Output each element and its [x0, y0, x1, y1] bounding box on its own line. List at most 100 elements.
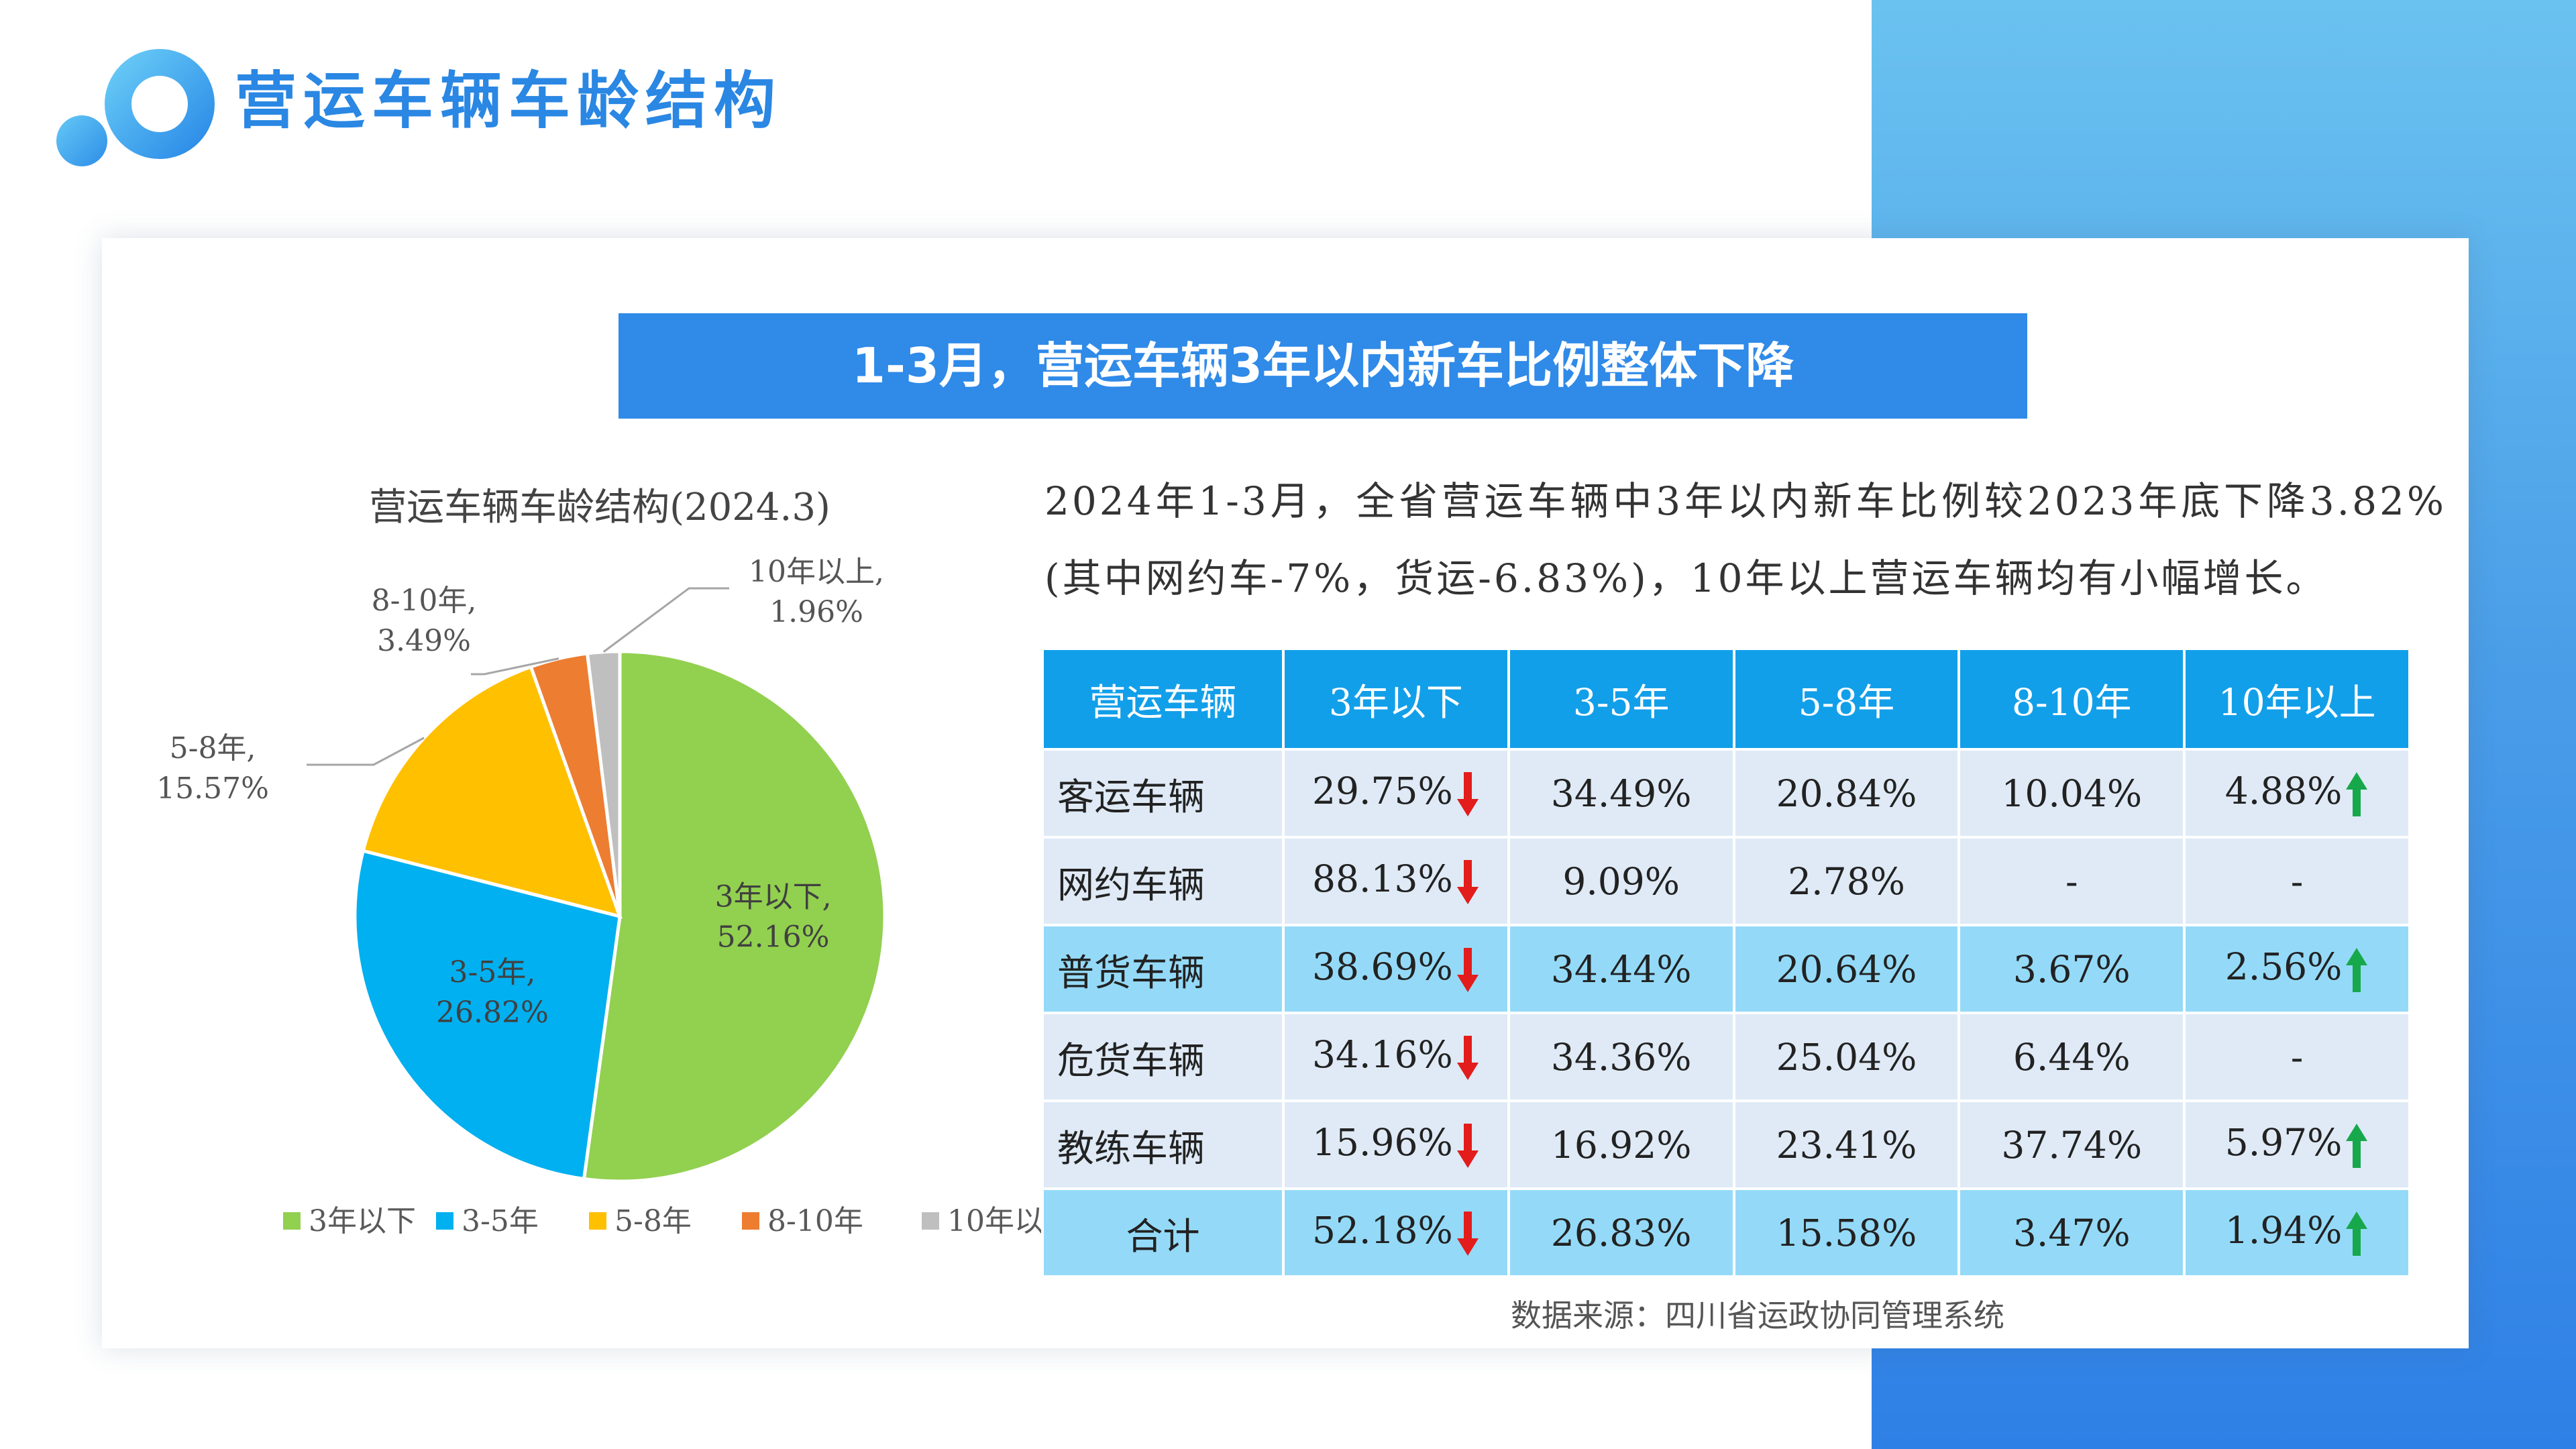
cell-value: 1.94% [2224, 1208, 2343, 1252]
cell-value: 6.44% [2012, 1035, 2131, 1079]
cell-value: 16.92% [1550, 1123, 1692, 1167]
cell-value: 52.18% [1312, 1208, 1453, 1252]
legend-swatch [742, 1212, 759, 1230]
slice-label: 8-10年, [372, 584, 477, 618]
chart-title: 营运车辆车龄结构(2024.3) [369, 486, 830, 529]
table-cell: 15.96% [1282, 1099, 1510, 1190]
table-cell: 1.94% [2183, 1187, 2411, 1278]
table-cell: 34.36% [1507, 1012, 1735, 1102]
pie-chart: 营运车辆车龄结构(2024.3) 3年以下, 52.16% 3-5年, 26.82% 5-… [156, 486, 1041, 1238]
arrow-down-icon [1456, 1035, 1479, 1080]
leader-line [602, 587, 729, 653]
page-title: 营运车辆车龄结构 [235, 65, 783, 137]
table-cell: 5.97% [2183, 1099, 2411, 1190]
column-header: 8-10年 [1957, 647, 2186, 751]
cell-value: 2.78% [1788, 859, 1905, 903]
cell-value: 34.16% [1312, 1032, 1453, 1076]
column-header: 3-5年 [1507, 647, 1735, 751]
row-label: 危货车辆 [1041, 1012, 1285, 1102]
cell-value: 3.47% [2012, 1211, 2131, 1254]
table-cell: 26.83% [1507, 1187, 1735, 1278]
legend-swatch [436, 1212, 453, 1230]
pie-slice [361, 664, 623, 919]
table-cell: 25.04% [1732, 1012, 1961, 1102]
table-cell: 10.04% [1957, 748, 2186, 839]
table-cell: - [2183, 836, 2411, 926]
arrow-up-icon [2346, 947, 2368, 992]
summary-text: 2024年1-3月，全省营运车辆中3年以内新车比例较2023年底下降3.82%(… [1044, 478, 2447, 601]
cell-value: 23.41% [1776, 1123, 1917, 1167]
table-cell: 34.49% [1507, 748, 1735, 839]
pie-slice [585, 649, 622, 917]
table-cell: 15.58% [1732, 1187, 1961, 1278]
table-cell: 34.44% [1507, 924, 1735, 1014]
table-cell: 2.56% [2183, 924, 2411, 1014]
cell-value: 4.88% [2224, 769, 2343, 812]
table-row: 教练车辆 15.96% 16.92% 23.41% 37.74% 5.97% [1041, 1099, 2411, 1190]
age-structure-table: 营运车辆 3年以下 3-5年 5-8年 8-10年 10年以上 客运车辆 29.7… [1041, 647, 2411, 1278]
cell-value: 26.83% [1550, 1211, 1692, 1254]
pie-slice [353, 849, 622, 1181]
column-header: 3年以下 [1282, 647, 1510, 751]
cell-value: - [2290, 859, 2304, 903]
table-header-row: 营运车辆 3年以下 3-5年 5-8年 8-10年 10年以上 [1041, 647, 2411, 751]
table-row: 危货车辆 34.16% 34.36% 25.04% 6.44% - [1041, 1012, 2411, 1102]
row-label: 普货车辆 [1041, 924, 1285, 1014]
row-label: 教练车辆 [1041, 1099, 1285, 1190]
row-label: 网约车辆 [1041, 836, 1285, 926]
table-cell: 23.41% [1732, 1099, 1961, 1190]
cell-value: 15.96% [1312, 1120, 1453, 1164]
table-cell: 52.18% [1282, 1187, 1510, 1278]
table-cell: 9.09% [1507, 836, 1735, 926]
cell-value: 10.04% [2001, 771, 2143, 815]
cell-value: 34.49% [1550, 771, 1692, 815]
legend-entry: 3-5年 [462, 1204, 539, 1238]
table-row: 网约车辆 88.13% 9.09% 2.78% - - [1041, 836, 2411, 926]
cell-value: 34.44% [1550, 947, 1692, 991]
legend-entry: 3年以下 [309, 1204, 416, 1238]
legend-swatch [922, 1212, 939, 1230]
table-cell: 2.78% [1732, 836, 1961, 926]
cell-value: 29.75% [1312, 769, 1453, 812]
cell-value: 9.09% [1562, 859, 1680, 903]
leader-line [471, 657, 559, 676]
table-row: 普货车辆 38.69% 34.44% 20.64% 3.67% 2.56% [1041, 924, 2411, 1014]
arrow-down-icon [1456, 859, 1479, 904]
cell-value: 37.74% [2001, 1123, 2143, 1167]
table-cell: 3.67% [1957, 924, 2186, 1014]
slice-label: 3.49% [377, 624, 471, 658]
content-card: 1-3月，营运车辆3年以内新车比例整体下降 营运车辆车龄结构(2024.3) 3年… [102, 238, 2469, 1348]
cell-value: 5.97% [2224, 1120, 2343, 1164]
arrow-down-icon [1456, 1211, 1479, 1256]
arrow-down-icon [1456, 947, 1479, 992]
slice-label: 3年以下, [715, 880, 832, 914]
legend-entry: 8-10年 [767, 1204, 863, 1238]
cell-value: 20.64% [1776, 947, 1917, 991]
table-cell: 38.69% [1282, 924, 1510, 1014]
slice-label: 10年以上, [749, 555, 884, 589]
table-cell: 37.74% [1957, 1099, 2186, 1190]
slice-label: 26.82% [436, 996, 549, 1030]
cell-value: 15.58% [1776, 1211, 1917, 1254]
table-row: 合计 52.18% 26.83% 15.58% 3.47% 1.94% [1041, 1187, 2411, 1278]
logo-icon [56, 49, 215, 166]
arrow-down-icon [1456, 1123, 1479, 1168]
slice-label: 52.16% [717, 920, 830, 955]
arrow-up-icon [2346, 771, 2368, 816]
legend-entry: 10年以上 [947, 1204, 1041, 1238]
pie-slice [582, 649, 887, 1183]
row-label: 合计 [1041, 1187, 1285, 1278]
cell-value: 20.84% [1776, 771, 1917, 815]
table-cell: 88.13% [1282, 836, 1510, 926]
table-cell: - [2183, 1012, 2411, 1102]
data-source-note: 数据来源：四川省运政协同管理系统 [1511, 1297, 2004, 1334]
headline-banner: 1-3月，营运车辆3年以内新车比例整体下降 [619, 313, 2027, 419]
arrow-up-icon [2346, 1123, 2368, 1168]
table-row: 客运车辆 29.75% 34.49% 20.84% 10.04% 4.88% [1041, 748, 2411, 839]
column-header: 营运车辆 [1041, 647, 1285, 751]
column-header: 5-8年 [1732, 647, 1961, 751]
cell-value: 88.13% [1312, 857, 1453, 900]
arrow-down-icon [1456, 771, 1479, 816]
table-cell: 34.16% [1282, 1012, 1510, 1102]
slice-label: 5-8年, [170, 731, 256, 765]
